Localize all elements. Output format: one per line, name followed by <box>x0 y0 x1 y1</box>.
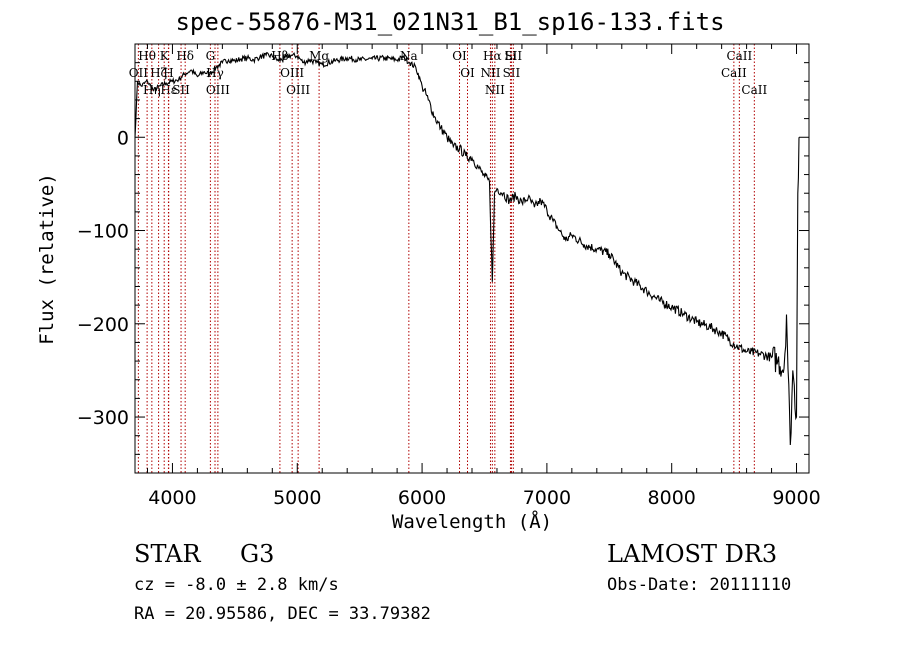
line-marker-label: G <box>206 49 216 63</box>
ra-dec-info: RA = 20.95586, DEC = 33.79382 <box>134 604 431 624</box>
line-marker-label: OI <box>452 49 467 63</box>
spectrum-series <box>134 51 800 446</box>
object-subclass: G3 <box>240 540 275 568</box>
line-marker-label: Hα <box>483 49 502 63</box>
line-marker-label: OIII <box>286 83 310 97</box>
y-tick-label: −300 <box>77 407 129 429</box>
x-tick-label: 4000 <box>148 487 196 509</box>
line-marker-label: CaII <box>741 83 767 97</box>
x-tick-label: 8000 <box>648 487 696 509</box>
line-marker-label: NII <box>485 83 505 97</box>
line-marker-label: OIII <box>280 66 304 80</box>
line-marker-label: OII <box>129 66 149 80</box>
line-marker-label: H <box>163 66 173 80</box>
y-tick-label: −200 <box>77 314 129 336</box>
y-tick-label: 0 <box>117 127 129 149</box>
line-marker-label: Hδ <box>176 49 194 63</box>
x-tick-label: 6000 <box>398 487 446 509</box>
line-marker-label: Hγ <box>206 66 224 80</box>
chart-title: spec-55876-M31_021N31_B1_sp16-133.fits <box>175 8 725 36</box>
x-tick-label: 7000 <box>523 487 571 509</box>
line-marker-label: NII <box>480 66 500 80</box>
line-marker-label: K <box>160 49 170 63</box>
line-marker-label: Hβ <box>271 49 288 63</box>
axes: 4000 5000 6000 7000 8000 9000 0 −100 −200 −300 <box>77 44 821 509</box>
x-tick-label: 5000 <box>273 487 321 509</box>
line-marker-label: Hζ <box>150 66 167 80</box>
x-axis-label: Wavelength (Å) <box>392 510 552 533</box>
line-marker-label: OIII <box>206 83 230 97</box>
line-marker-label: OI <box>460 66 475 80</box>
line-marker-label: CaII <box>726 49 752 63</box>
spectrum-line <box>134 51 800 446</box>
x-tick-label: 9000 <box>772 487 820 509</box>
line-marker-label: Hθ <box>138 49 156 63</box>
line-marker-label: SII <box>503 66 521 80</box>
survey-name: LAMOST DR3 <box>607 540 778 568</box>
y-axis-label: Flux (relative) <box>36 173 58 345</box>
object-class: STAR <box>134 540 201 568</box>
line-marker-label: Li <box>505 49 517 63</box>
redshift-info: cz = -8.0 ± 2.8 km/s <box>134 575 339 595</box>
y-tick-label: −100 <box>77 221 129 243</box>
line-marker-label: SII <box>504 49 522 63</box>
line-marker-label: CaII <box>721 66 747 80</box>
line-marker-label: Mg <box>309 49 329 63</box>
plot-frame <box>134 43 810 474</box>
obs-date: Obs-Date: 20111110 <box>607 575 792 595</box>
line-marker-label: Hη <box>143 83 161 97</box>
line-marker-label: SII <box>172 83 190 97</box>
